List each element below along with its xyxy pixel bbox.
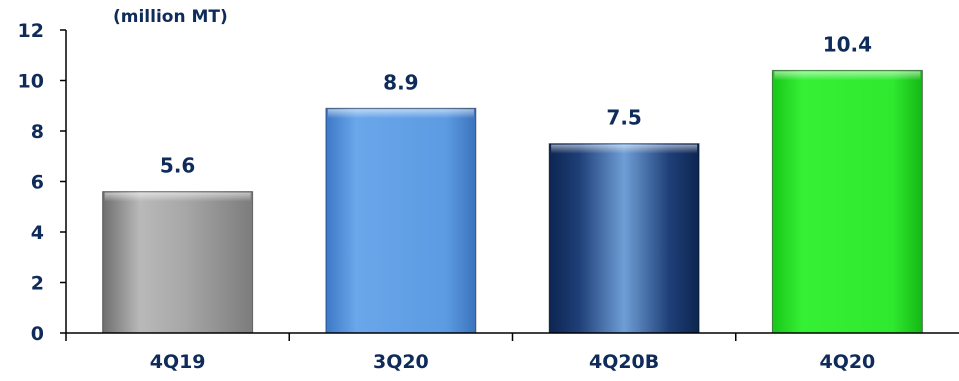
data-label: 7.5	[606, 106, 641, 130]
y-tick-label: 8	[31, 121, 44, 143]
bar-4q19	[102, 191, 254, 334]
bar-4q20	[771, 69, 923, 334]
bar-highlight	[774, 71, 921, 81]
bars-group: 5.6 8.9 7.5 10.4	[102, 32, 923, 334]
x-tick-label: 4Q19	[150, 351, 206, 373]
y-tick-label: 4	[31, 222, 44, 244]
bar-highlight	[327, 109, 474, 119]
y-tick-label: 0	[31, 323, 44, 345]
x-tick-label: 4Q20B	[589, 351, 659, 373]
y-axis-ticks: 0 2 4 6 8 10 12	[18, 20, 66, 345]
y-tick-label: 2	[31, 273, 44, 295]
unit-label: (million MT)	[113, 7, 228, 27]
bar-4q20b	[548, 143, 700, 334]
y-tick-label: 10	[18, 71, 44, 93]
y-tick-label: 12	[18, 20, 44, 42]
y-tick-label: 6	[31, 172, 44, 194]
data-label: 5.6	[160, 154, 195, 178]
bar-highlight	[551, 144, 698, 154]
x-tick-label: 3Q20	[373, 351, 429, 373]
bar-3q20	[325, 107, 477, 334]
data-label: 10.4	[823, 32, 872, 56]
x-axis-labels: 4Q19 3Q20 4Q20B 4Q20	[65, 333, 875, 373]
x-tick-label: 4Q20	[819, 351, 875, 373]
data-label: 8.9	[383, 70, 418, 94]
bar-highlight	[104, 192, 251, 202]
